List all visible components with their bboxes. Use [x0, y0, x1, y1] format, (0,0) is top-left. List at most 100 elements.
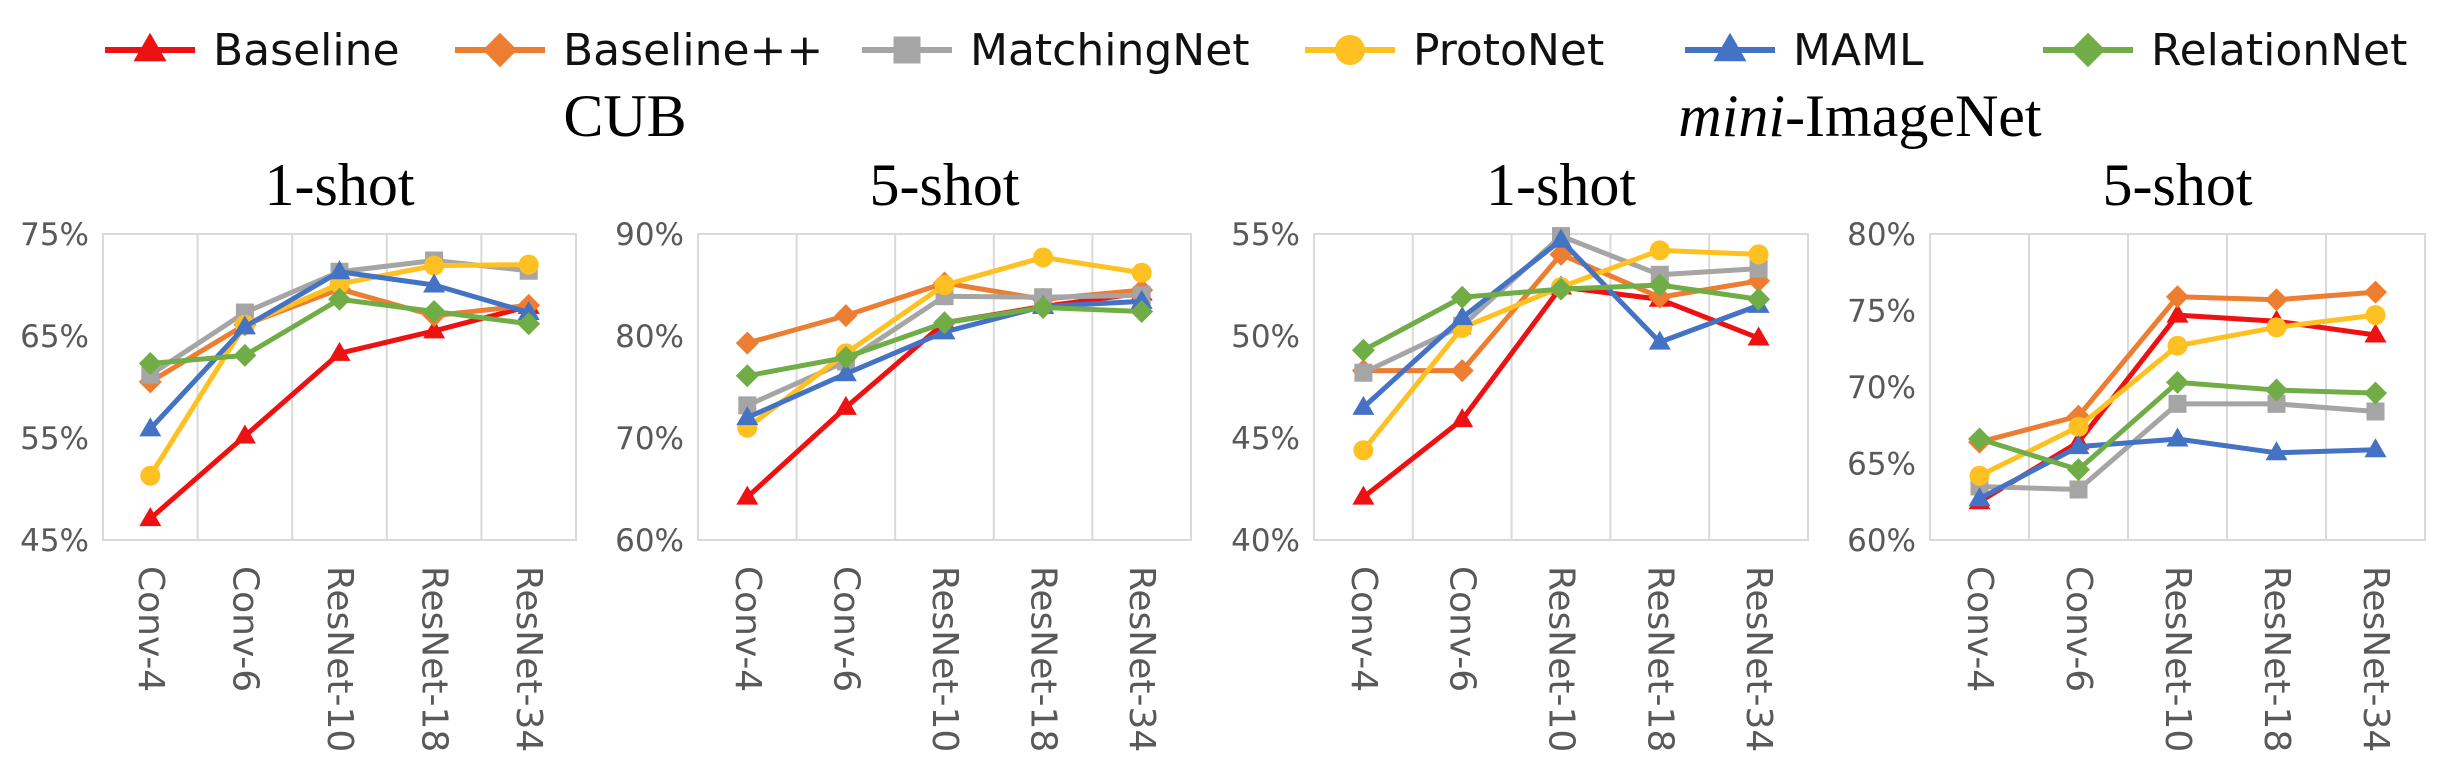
- legend-marker-protonet: [1335, 35, 1365, 65]
- y-tick-label: 80%: [1847, 217, 1916, 253]
- data-point-protonet: [2068, 416, 2089, 437]
- x-tick-label: Conv-4: [1343, 566, 1384, 692]
- data-point-matchingnet: [1749, 259, 1768, 278]
- data-point-maml: [517, 301, 540, 321]
- panels: 1-shot 45% 55% 65% 75% Conv-4 Conv-6 ResNet-10 R…: [20, 152, 2426, 752]
- data-point-maml: [1451, 306, 1474, 326]
- data-point-relationnet: [1130, 300, 1154, 324]
- data-point-relationnet: [2364, 381, 2387, 405]
- y-tick-label: 65%: [20, 319, 89, 355]
- legend-item-baseline: Baseline: [105, 25, 400, 76]
- data-point-protonet: [2266, 317, 2287, 338]
- x-tick-label: ResNet-34: [2355, 566, 2396, 752]
- chart-title: 5-shot: [870, 152, 1020, 218]
- data-point-maml: [1352, 395, 1375, 415]
- data-point-matchingnet: [1354, 363, 1373, 382]
- data-point-protonet: [2365, 305, 2386, 326]
- data-point-matchingnet: [738, 396, 757, 415]
- data-point-baseline: [2166, 303, 2189, 323]
- data-point-maml: [834, 362, 857, 382]
- data-point-matchingnet: [2366, 402, 2385, 421]
- y-tick-label: 80%: [615, 319, 684, 355]
- data-point-relationnet: [517, 312, 541, 336]
- data-point-maml: [139, 417, 162, 437]
- data-point-protonet: [424, 255, 445, 276]
- data-point-matchingnet: [2267, 394, 2286, 413]
- data-point-relationnet: [1648, 273, 1672, 297]
- series-relationnet: [138, 287, 541, 376]
- x-tick-label: ResNet-10: [319, 566, 360, 752]
- series-relationnet: [1968, 370, 2387, 482]
- group-titles: CUB mini-ImageNet: [563, 83, 2042, 149]
- data-point-baselineplusplus: [1450, 359, 1474, 383]
- legend-item-protonet: ProtoNet: [1305, 25, 1604, 76]
- y-tick-label: 50%: [1231, 319, 1300, 355]
- x-tick-label: ResNet-34: [1738, 566, 1779, 752]
- series-relationnet: [735, 295, 1154, 388]
- data-point-maml: [2364, 438, 2387, 458]
- data-point-relationnet: [233, 343, 257, 367]
- data-point-baseline: [1352, 485, 1375, 505]
- x-tick-label: ResNet-18: [1023, 566, 1064, 752]
- data-point-relationnet: [834, 345, 858, 369]
- series-baseline: [139, 294, 540, 527]
- data-point-maml: [736, 406, 759, 426]
- y-tick-label: 55%: [1231, 217, 1300, 253]
- legend-label-baselineplusplus: Baseline++: [563, 25, 823, 76]
- y-tick-label: 75%: [20, 217, 89, 253]
- data-point-protonet: [934, 275, 955, 295]
- data-point-relationnet: [2067, 458, 2090, 482]
- data-point-baseline: [423, 319, 446, 339]
- series-maml: [1352, 228, 1770, 415]
- chart-panel-2: 5-shot 60% 70% 80% 90% Conv-4 Conv-6 ResNet-10 R…: [615, 152, 1192, 752]
- data-point-protonet: [1649, 240, 1670, 261]
- data-point-protonet: [140, 465, 161, 486]
- plot-frame: [102, 233, 577, 541]
- x-tick-label: ResNet-10: [924, 566, 965, 752]
- x-tick-label: Conv-4: [727, 566, 768, 692]
- data-point-maml: [2265, 441, 2288, 461]
- x-tick-label: Conv-4: [1959, 566, 2000, 692]
- legend-item-baselineplusplus: Baseline++: [455, 25, 823, 76]
- data-point-relationnet: [1031, 295, 1055, 319]
- data-point-baseline: [233, 424, 256, 444]
- legend-item-relationnet: RelationNet: [2043, 25, 2407, 76]
- y-tick-label: 45%: [1231, 421, 1300, 457]
- data-point-maml: [2067, 435, 2090, 455]
- data-point-protonet: [2167, 335, 2188, 356]
- data-point-relationnet: [1549, 277, 1573, 301]
- data-point-matchingnet: [2168, 394, 2187, 413]
- y-tick-label: 60%: [615, 523, 684, 559]
- x-tick-label: ResNet-18: [414, 566, 455, 752]
- chart-title: 5-shot: [2103, 152, 2253, 218]
- legend-label-baseline: Baseline: [213, 25, 400, 76]
- data-point-baseline: [1747, 326, 1770, 346]
- x-tick-label: ResNet-18: [1639, 566, 1680, 752]
- x-tick-label: Conv-6: [825, 566, 866, 692]
- data-point-baseline: [139, 507, 162, 527]
- data-point-relationnet: [735, 364, 759, 388]
- legend-marker-maml: [1713, 32, 1747, 62]
- group-title-mini-rest: -ImageNet: [1785, 83, 2042, 149]
- data-point-maml: [1968, 487, 1991, 507]
- x-tick-label: ResNet-34: [508, 566, 549, 752]
- y-tick-label: 70%: [1847, 370, 1916, 406]
- data-point-protonet: [1353, 440, 1374, 461]
- chart-title: 1-shot: [265, 152, 415, 218]
- x-tick-label: ResNet-34: [1121, 566, 1162, 752]
- data-point-baseline: [328, 341, 351, 361]
- series-protonet: [1969, 305, 2386, 486]
- data-point-relationnet: [933, 311, 956, 335]
- data-point-maml: [1550, 228, 1572, 248]
- data-point-baseline: [2364, 323, 2387, 343]
- legend-label-protonet: ProtoNet: [1413, 25, 1604, 76]
- data-point-protonet: [1033, 247, 1054, 268]
- plot-frame: [697, 233, 1192, 541]
- x-tick-label: Conv-6: [2058, 566, 2099, 692]
- group-title-mini-italic: mini: [1678, 83, 1785, 149]
- series-maml: [1968, 427, 2387, 507]
- data-point-protonet: [518, 254, 539, 275]
- data-point-protonet: [1748, 244, 1769, 265]
- chart-panel-4: 5-shot 60% 65% 70% 75% 80% Conv-4 Conv-6 ResNet-…: [1847, 152, 2426, 752]
